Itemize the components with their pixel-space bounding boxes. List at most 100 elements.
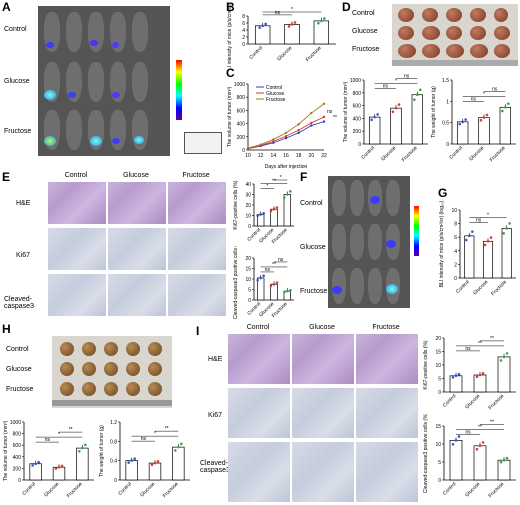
chart-B-bar-1 xyxy=(284,24,300,45)
chart-I1-dot-2-0 xyxy=(499,359,503,362)
chart-E2-sig-label-0: ns xyxy=(265,267,271,273)
chart-I1-sig-label-2: ** xyxy=(490,336,494,342)
chart-H1-dot-1-2 xyxy=(60,464,64,468)
chart-I1-dot-0-1 xyxy=(454,374,458,378)
chart-B-bar-2 xyxy=(313,20,330,45)
chart-H1-ytick-label-3: 600 xyxy=(13,443,22,449)
chart-H1-sig-label-1: * xyxy=(58,432,60,438)
panel-f-row-glucose: Glucose xyxy=(300,244,326,251)
chart-I1-ytick-label-0: 0 xyxy=(438,390,441,396)
chart-D2-ytick-label-3: 1.5 xyxy=(442,78,449,84)
chart-I1-bar-0 xyxy=(449,375,463,393)
chart-D2-bar-0 xyxy=(456,121,469,145)
chart-E2-dot-2-1 xyxy=(286,289,289,293)
chart-C-point-2-2 xyxy=(272,138,275,141)
panel-d-row-glucose: Glucose xyxy=(352,28,378,35)
chart-G-bar-1 xyxy=(482,240,494,279)
panel-label-i: I xyxy=(196,324,200,338)
chart-C-point-0-4 xyxy=(297,131,300,135)
chart-I2-dot-1-2 xyxy=(481,441,485,444)
chart-G-dot-1-2 xyxy=(489,236,493,239)
chart-D2-sig-label-0: ns xyxy=(471,96,477,102)
chart-C-legend-label-1: Glucose xyxy=(266,91,285,97)
chart-D1-ytick-label-3: 600 xyxy=(353,104,362,110)
chart-E2-dot-0-2 xyxy=(262,274,265,278)
chart-I1-sig-label-0: ns xyxy=(465,346,471,352)
chart-I1-xtick-label-1: Glucose xyxy=(464,393,481,410)
chart-I1-ylabel: Ki67-positive cells (%) xyxy=(423,340,429,390)
chart-B-ylabel: BLI intensity of mice (p/s/cm²/sr) (log₁… xyxy=(227,4,233,68)
chart-H1-bar-0 xyxy=(29,463,42,481)
chart-C-point-1-4 xyxy=(297,129,300,132)
chart-I2-sig-label-1: ** xyxy=(478,424,482,430)
chart-E1-dot-1-1 xyxy=(272,207,276,211)
chart-I2-ylabel: Cleaved-caspase3 positive cells (%) xyxy=(423,414,429,493)
chart-G-sig-label-0: ns xyxy=(476,217,482,223)
chart-E1-sig-label-0: * xyxy=(266,184,268,190)
chart-H1-xtick-label-1: Glucose xyxy=(43,481,60,498)
chart-D2-bar-2 xyxy=(499,106,512,145)
panel-a-bli-image xyxy=(38,6,170,156)
chart-H1-dot-0-0 xyxy=(31,464,34,467)
chart-C-ytick-label-3: 600 xyxy=(237,108,246,114)
chart-E2-dot-0-1 xyxy=(259,276,262,280)
chart-H2-dot-1-1 xyxy=(153,461,157,465)
chart-D1-dot-1-1 xyxy=(394,106,398,110)
panel-e-ki67-fructose xyxy=(168,228,226,270)
chart-D1-dot-0-1 xyxy=(373,115,376,119)
chart-I2-dot-0-0 xyxy=(451,443,455,446)
chart-D2-ylabel: The weight of tumor (g) xyxy=(431,86,437,138)
chart-D1-sig-label-2: ns xyxy=(404,74,410,80)
chart-H2-ytick-label-2: 0.8 xyxy=(110,439,117,445)
chart-D2-ytick-label-0: 0 xyxy=(446,142,449,148)
panel-f-row-control: Control xyxy=(300,200,323,207)
chart-G-ytick-label-1: 2 xyxy=(454,262,457,268)
panel-a-row-control: Control xyxy=(4,26,27,33)
chart-C-xtick-label-0: 10 xyxy=(245,153,251,159)
panel-d-row-control: Control xyxy=(352,10,375,17)
chart-D2-dot-0-0 xyxy=(458,122,461,126)
chart-H1-ytick-label-1: 200 xyxy=(13,466,22,472)
chart-B-dot-2-0 xyxy=(317,21,320,25)
chart-H1-bar-2 xyxy=(76,447,89,481)
chart-C-xtick-label-1: 12 xyxy=(258,153,264,159)
chart-B-dot-1-0 xyxy=(287,25,291,28)
panel-i-col-control: Control xyxy=(246,324,270,331)
chart-C-xtick-label-4: 18 xyxy=(296,153,302,159)
chart-e-caspase3: 0 5 10 15 20 Cleaved-caspase3 positive cells … xyxy=(233,246,294,319)
chart-D2-dot-0-2 xyxy=(464,118,467,121)
panel-a-scale-legend xyxy=(184,132,222,154)
chart-I2-dot-1-0 xyxy=(475,447,479,451)
chart-H1-dot-0-2 xyxy=(37,460,40,464)
panel-e-col-glucose: Glucose xyxy=(123,172,149,179)
chart-E1-bar-2 xyxy=(283,194,292,227)
chart-D1-ylabel: The volume of tumor (mm³) xyxy=(343,81,349,142)
chart-H1-ytick-label-0: 0 xyxy=(18,478,21,484)
chart-G-dot-2-1 xyxy=(505,227,508,230)
panel-h-tumor-photo xyxy=(52,336,172,408)
chart-E1-ytick-label-0: 0 xyxy=(248,224,251,230)
panel-i-he-control xyxy=(228,334,290,384)
chart-H2-bar-1 xyxy=(148,462,162,481)
chart-E2-ytick-label-4: 20 xyxy=(245,256,251,262)
chart-B-dot-2-1 xyxy=(320,19,323,23)
panel-e-ki67-glucose xyxy=(108,228,166,270)
chart-G-xtick-label-1: Glucose xyxy=(472,279,489,296)
chart-C-ytick-label-1: 200 xyxy=(237,135,246,141)
chart-H1-dot-1-0 xyxy=(54,467,58,470)
chart-D1-xtick-label-1: Glucose xyxy=(380,145,397,162)
chart-E2-dot-2-2 xyxy=(289,288,292,292)
chart-C-point-1-6 xyxy=(322,115,326,119)
chart-E1-dot-2-2 xyxy=(289,190,292,193)
chart-H1-xtick-label-2: Fructose xyxy=(66,481,84,499)
chart-I1-dot-0-0 xyxy=(451,376,455,379)
chart-H2-dot-2-2 xyxy=(180,442,183,446)
panel-i-row-ki67: Ki67 xyxy=(208,412,223,419)
chart-D1-dot-1-0 xyxy=(391,110,395,114)
chart-I1-bar-2 xyxy=(497,356,511,393)
chart-B-xtick-label-1: Glucose xyxy=(276,45,293,62)
chart-B-bar-0 xyxy=(254,25,271,45)
chart-D1-sig-label-0: ns xyxy=(383,84,389,90)
